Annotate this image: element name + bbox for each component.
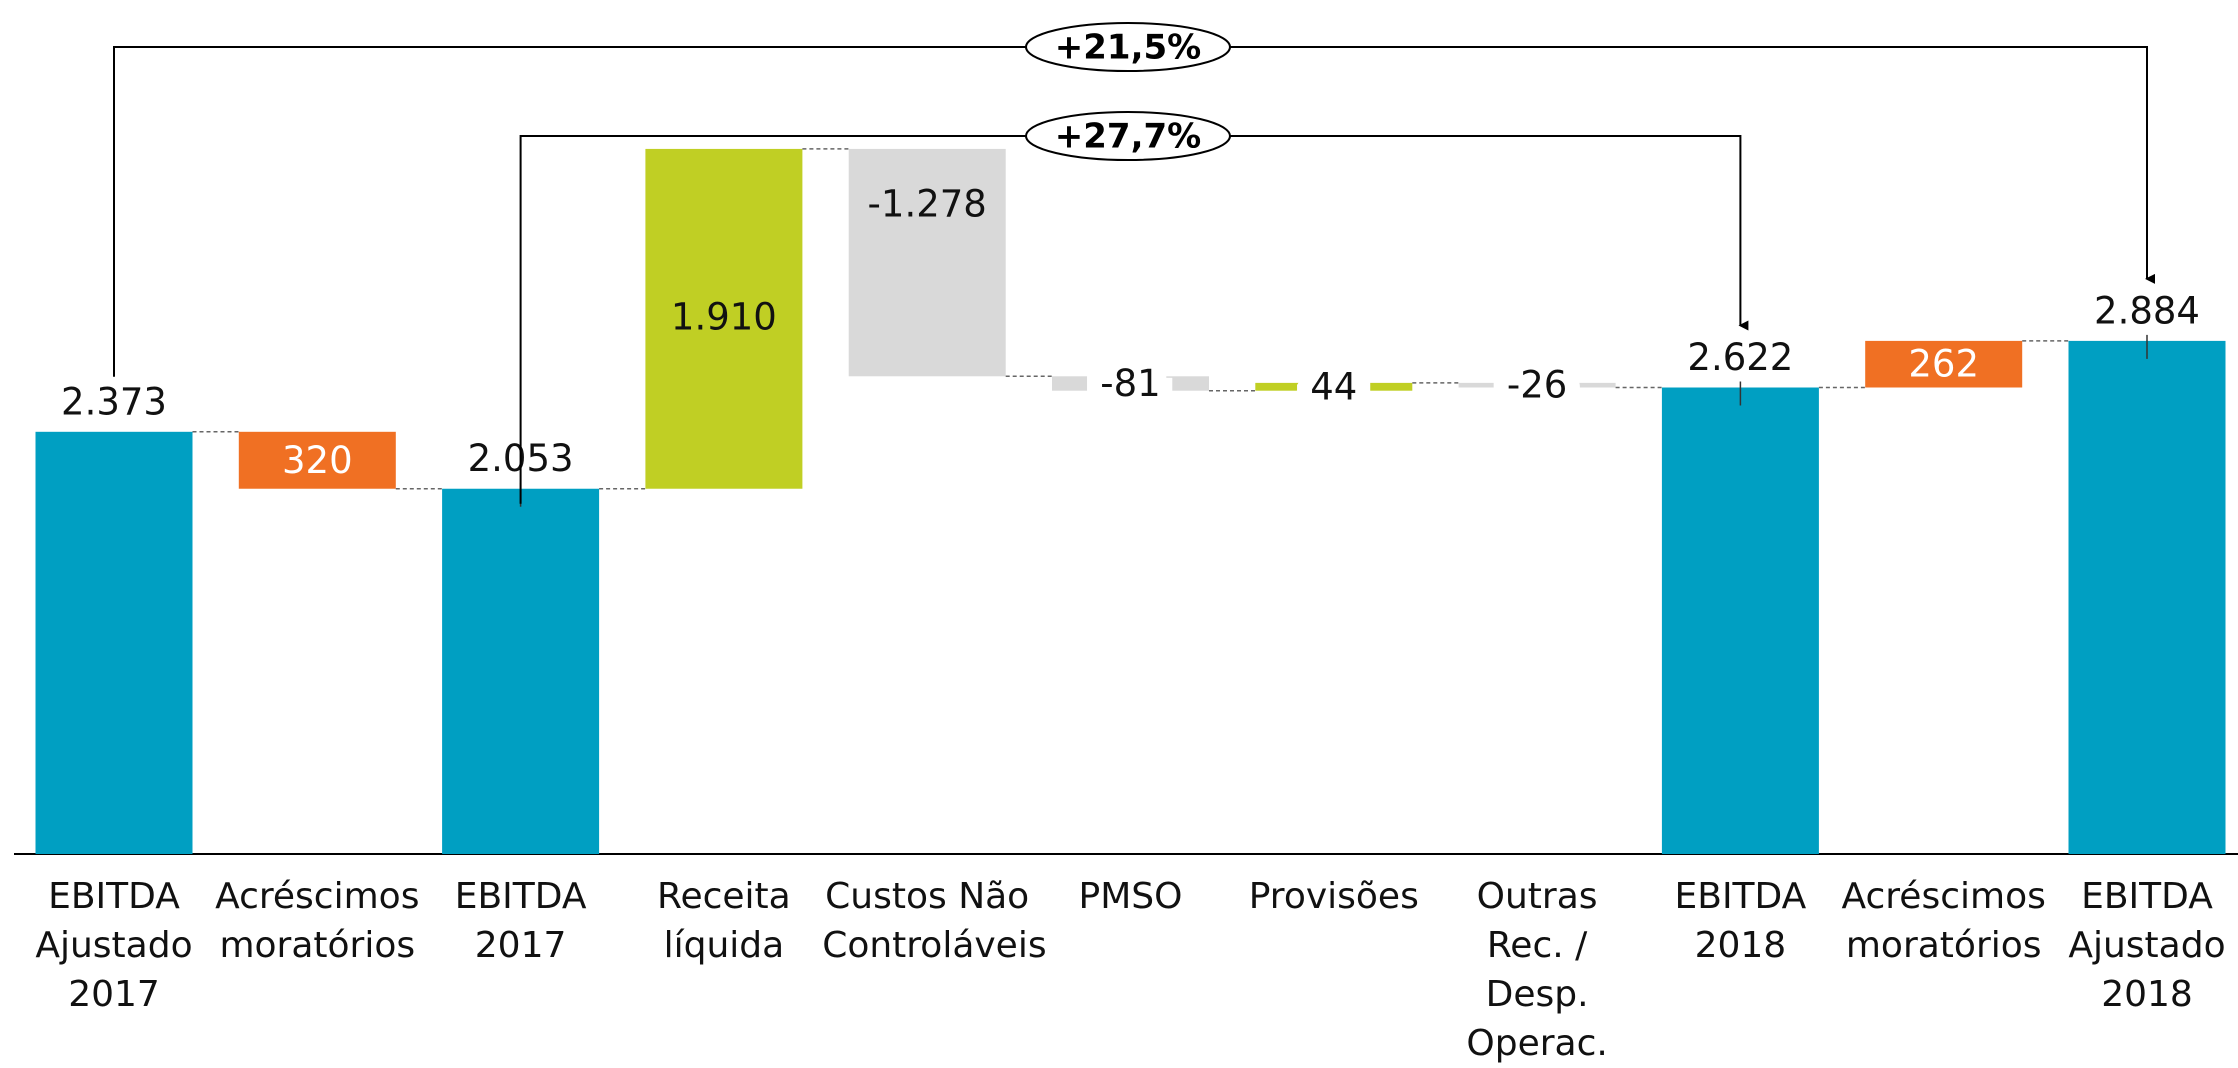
bar <box>1458 382 1616 388</box>
bar <box>238 431 396 489</box>
x-tick-label: Outras Rec. / Desp. Operac. <box>1466 876 1608 1064</box>
value-label: 44 <box>1310 365 1357 408</box>
bar <box>848 148 1006 377</box>
annotation-bubble <box>1025 111 1231 161</box>
value-label: 262 <box>1908 343 1979 386</box>
x-tick-label: Custos Não Controláveis <box>822 876 1047 966</box>
bar <box>442 488 600 854</box>
bar <box>1661 387 1819 854</box>
bar <box>35 431 193 854</box>
bar <box>1255 382 1413 391</box>
value-label: -81 <box>1100 362 1160 405</box>
x-tick-label: Acréscimos moratórios <box>1841 876 2046 966</box>
x-tick-label: Provisões <box>1248 876 1419 917</box>
x-tick-label: EBITDA Ajustado 2018 <box>2068 876 2226 1015</box>
value-label: -1.278 <box>868 182 987 225</box>
x-tick-label: Acréscimos moratórios <box>215 876 420 966</box>
annotation-bubble <box>1025 22 1231 72</box>
bar <box>2068 340 2226 855</box>
value-label: 320 <box>282 439 353 482</box>
annotation-text: +27,7% <box>1055 117 1201 157</box>
value-label: 2.373 <box>61 380 167 423</box>
bar <box>645 148 803 489</box>
annotation-line <box>113 46 2155 377</box>
annotation-text: +21,5% <box>1055 28 1201 68</box>
value-label: 2.622 <box>1687 336 1793 379</box>
bar <box>1865 340 2023 388</box>
bar <box>1052 376 1209 391</box>
x-tick-label: EBITDA Ajustado 2017 <box>35 876 193 1015</box>
value-label: 1.910 <box>671 295 777 338</box>
value-label: 2.884 <box>2094 289 2200 332</box>
x-tick-label: PMSO <box>1078 876 1183 917</box>
x-tick-label: Receita líquida <box>657 876 791 966</box>
value-label: -26 <box>1507 364 1567 407</box>
x-tick-label: EBITDA 2018 <box>1674 876 1807 966</box>
x-tick-label: EBITDA 2017 <box>454 876 587 966</box>
